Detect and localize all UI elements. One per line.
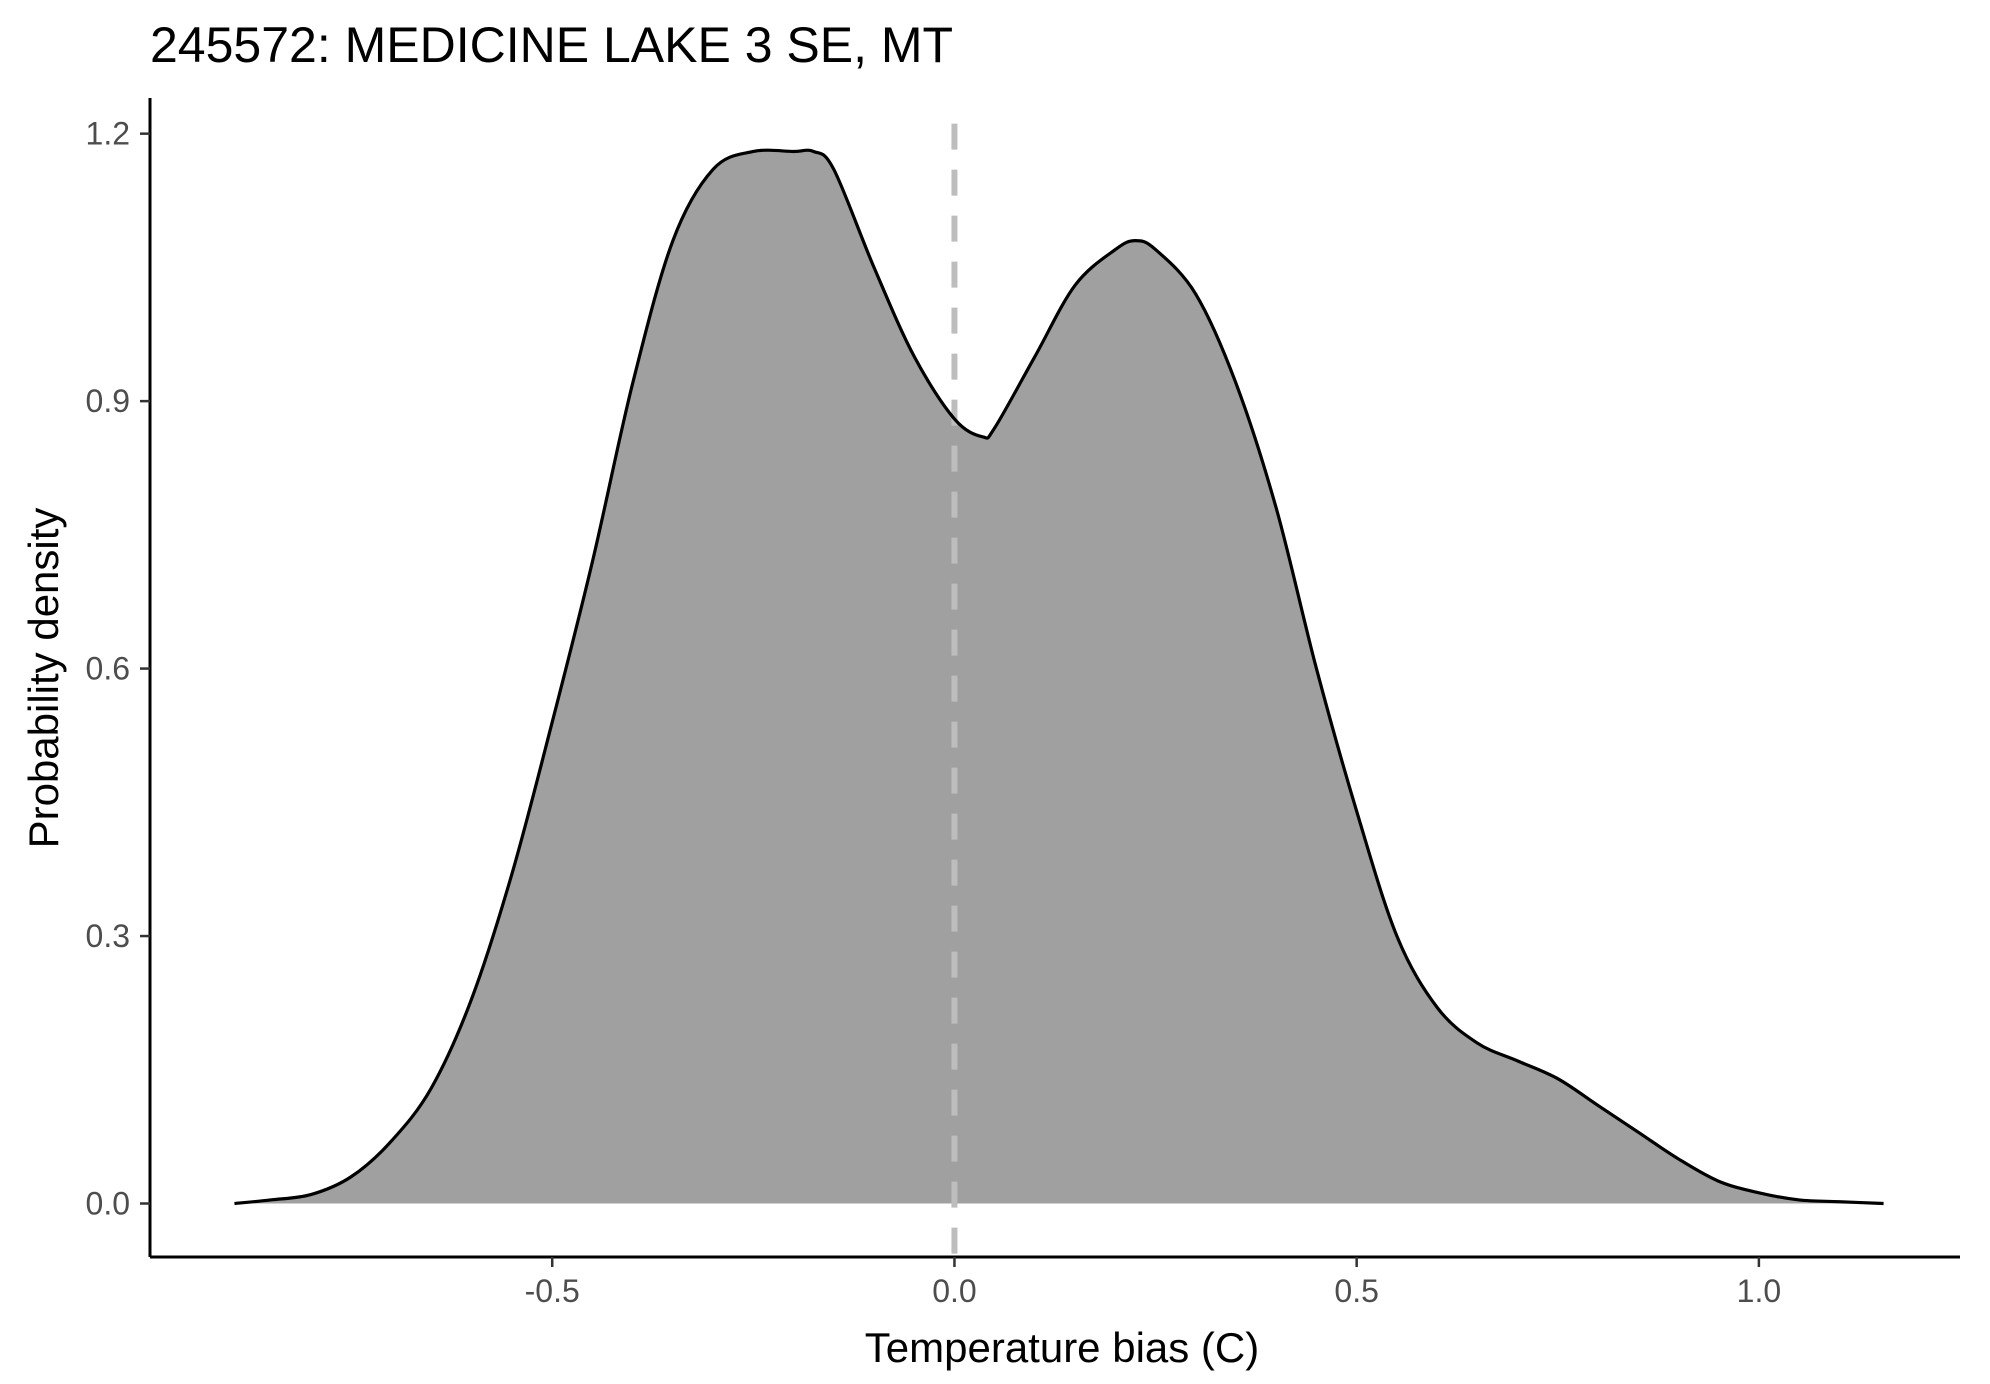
y-tick-label: 0.9 (86, 383, 130, 419)
y-axis: 0.0 0.3 0.6 0.9 1.2 (86, 98, 152, 1257)
x-tick-label: 0.5 (1334, 1273, 1378, 1309)
x-tick-label: -0.5 (525, 1273, 580, 1309)
y-tick-label: 0.0 (86, 1186, 130, 1222)
y-tick-label: 0.3 (86, 918, 130, 954)
chart-title: 245572: MEDICINE LAKE 3 SE, MT (150, 17, 953, 73)
density-curve (234, 148, 1884, 1206)
x-tick-label: 1.0 (1737, 1273, 1781, 1309)
x-axis-title: Temperature bias (C) (865, 1324, 1259, 1371)
y-tick-label: 0.6 (86, 651, 130, 687)
y-axis-title: Probability density (20, 508, 67, 849)
x-tick-label: 0.0 (932, 1273, 976, 1309)
y-tick-label: 1.2 (86, 116, 130, 152)
x-axis: -0.5 0.0 0.5 1.0 (150, 1255, 1960, 1309)
density-area (234, 150, 1884, 1204)
plot-area (234, 123, 1884, 1257)
